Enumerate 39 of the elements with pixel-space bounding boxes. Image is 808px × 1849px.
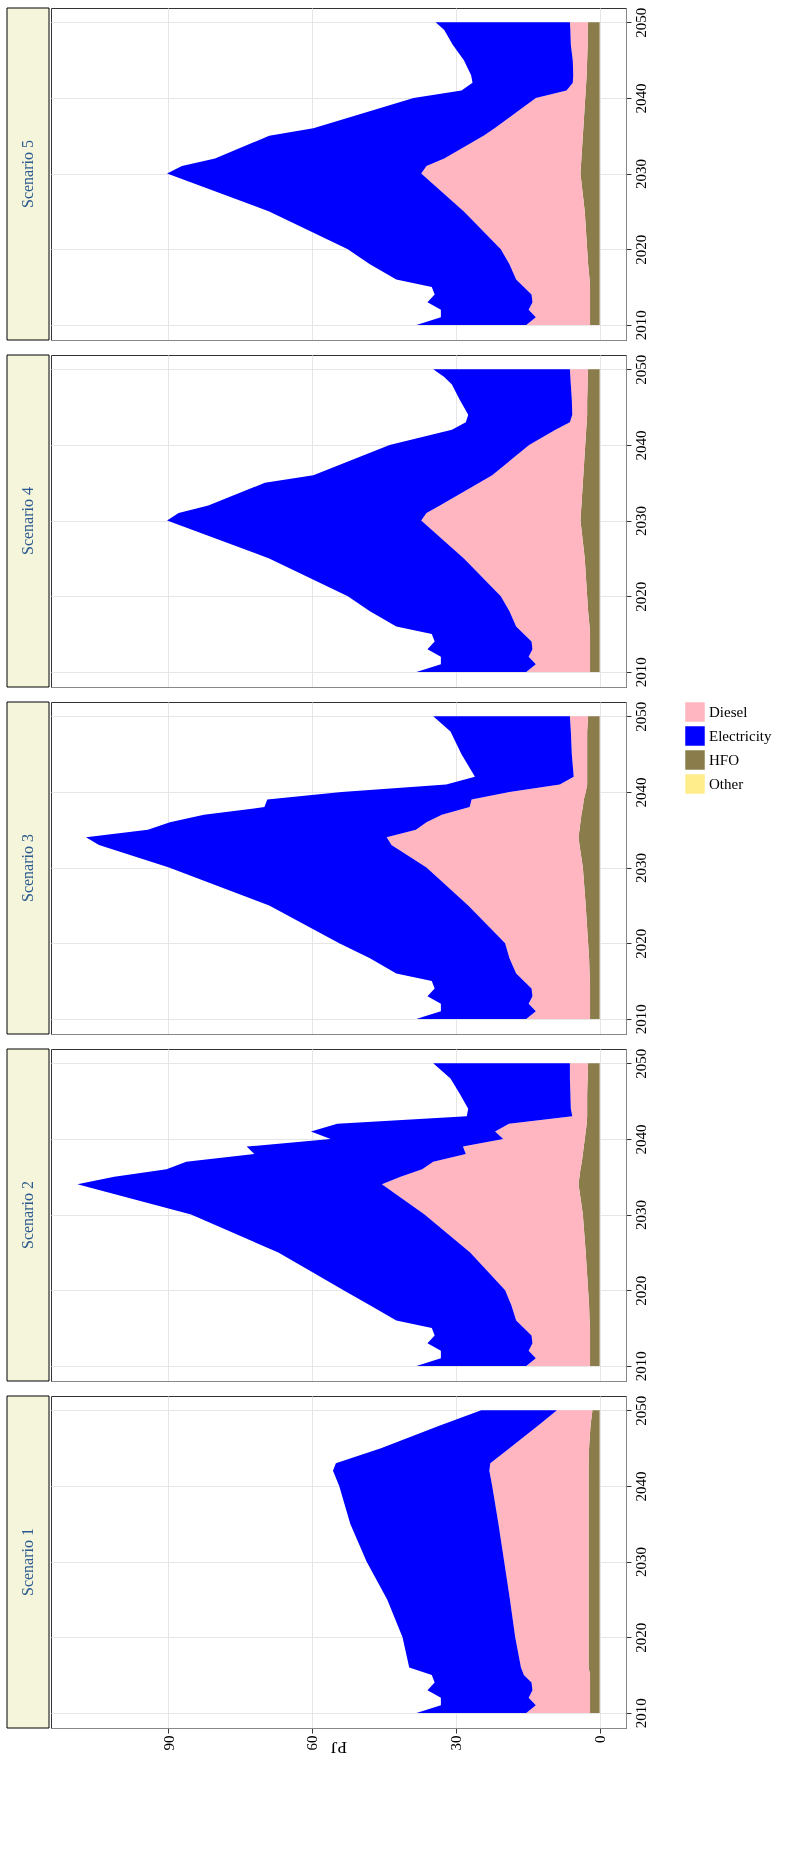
y-tick-label: 2050 [632, 354, 649, 385]
legend-label: Electricity [709, 728, 772, 744]
y-tick-label: 2010 [632, 1698, 649, 1729]
y-tick-label: 2040 [632, 83, 649, 114]
y-tick-label: 2050 [632, 701, 649, 732]
text: Scenario 4 [19, 487, 36, 555]
y-tick-label: 2010 [632, 1004, 649, 1035]
y-tick-label: 2020 [632, 928, 649, 959]
x-axis-title: PJ [330, 1737, 348, 1757]
y-tick-label: 2030 [632, 159, 649, 190]
y-tick-label: 2040 [632, 1471, 649, 1502]
y-tick-label: 2020 [632, 581, 649, 612]
y-tick-label: 2030 [632, 1200, 649, 1231]
y-tick-label: 2050 [632, 7, 649, 38]
text: Scenario 5 [19, 140, 36, 208]
x-tick-label: 30 [448, 1735, 465, 1751]
y-tick-label: 2030 [632, 506, 649, 537]
x-tick-label: 90 [160, 1735, 177, 1751]
text: Scenario 3 [19, 834, 36, 902]
x-tick-label: 0 [592, 1735, 609, 1743]
y-tick-label: 2020 [632, 1622, 649, 1653]
legend-label: HFO [709, 752, 740, 768]
text: Scenario 2 [19, 1181, 36, 1249]
y-tick-label: 2040 [632, 777, 649, 808]
y-tick-label: 2050 [632, 1395, 649, 1426]
y-tick-label: 2030 [632, 853, 649, 884]
y-tick-label: 2020 [632, 234, 649, 265]
text: Scenario 1 [19, 1528, 36, 1596]
legend-label: Other [709, 776, 744, 792]
y-tick-label: 2010 [632, 310, 649, 341]
y-tick-label: 2050 [632, 1048, 649, 1079]
y-tick-label: 2010 [632, 1351, 649, 1382]
y-tick-label: 2040 [632, 1124, 649, 1155]
x-tick-label: 60 [304, 1735, 321, 1751]
legend-label: Diesel [709, 704, 748, 720]
y-tick-label: 2020 [632, 1275, 649, 1306]
y-tick-label: 2030 [632, 1547, 649, 1578]
y-tick-label: 2040 [632, 430, 649, 461]
y-tick-label: 2010 [632, 657, 649, 688]
